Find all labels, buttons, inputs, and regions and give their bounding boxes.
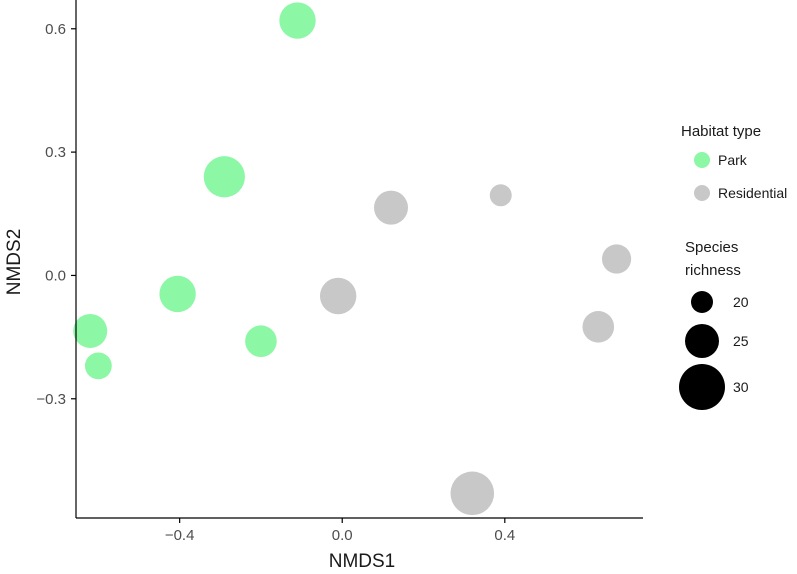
- legend-label-residential: Residential: [718, 185, 787, 201]
- data-point-park: [73, 313, 108, 348]
- data-point-park: [159, 275, 196, 313]
- richness-legend-title-line1: Species: [685, 239, 738, 256]
- y-tick-label: 0.0: [45, 267, 66, 284]
- x-tick-label: −0.4: [165, 527, 195, 544]
- plot-area: [73, 2, 632, 516]
- y-tick-label: −0.3: [36, 391, 66, 408]
- data-point-residential: [601, 244, 632, 274]
- size-legend-key: [679, 364, 725, 410]
- size-legend-label: 20: [733, 294, 749, 310]
- size-legend-label: 25: [733, 333, 749, 349]
- habitat-legend-title: Habitat type: [681, 123, 761, 140]
- richness-legend: Species richness 20 25 30: [679, 239, 749, 410]
- legend-label-park: Park: [718, 152, 748, 168]
- data-point-park: [279, 2, 316, 39]
- y-axis-title: NMDS2: [4, 229, 25, 296]
- data-point-residential: [450, 471, 495, 516]
- data-point-park: [245, 325, 277, 358]
- data-point-residential: [489, 184, 512, 207]
- size-legend-key: [691, 291, 713, 313]
- y-tick-label: 0.6: [45, 21, 66, 38]
- data-point-park: [203, 156, 245, 198]
- richness-legend-title-line2: richness: [685, 262, 741, 279]
- size-legend-label: 30: [733, 379, 749, 395]
- y-tick-label: 0.3: [45, 144, 66, 161]
- x-axis-title: NMDS1: [329, 551, 396, 572]
- data-point-residential: [319, 277, 357, 315]
- x-axis-ticks: −0.4 0.0 0.4: [165, 518, 515, 544]
- y-axis-ticks: 0.6 0.3 0.0 −0.3: [36, 21, 76, 408]
- data-point-park: [84, 352, 112, 380]
- points-layer: [73, 2, 632, 516]
- habitat-legend: Habitat type Park Residential: [681, 123, 787, 201]
- data-point-residential: [374, 190, 408, 225]
- legend-key-residential: [694, 185, 710, 201]
- size-legend-key: [685, 324, 719, 358]
- x-tick-label: 0.0: [332, 527, 353, 544]
- data-point-residential: [582, 311, 615, 343]
- x-tick-label: 0.4: [494, 527, 515, 544]
- legend-key-park: [694, 152, 710, 168]
